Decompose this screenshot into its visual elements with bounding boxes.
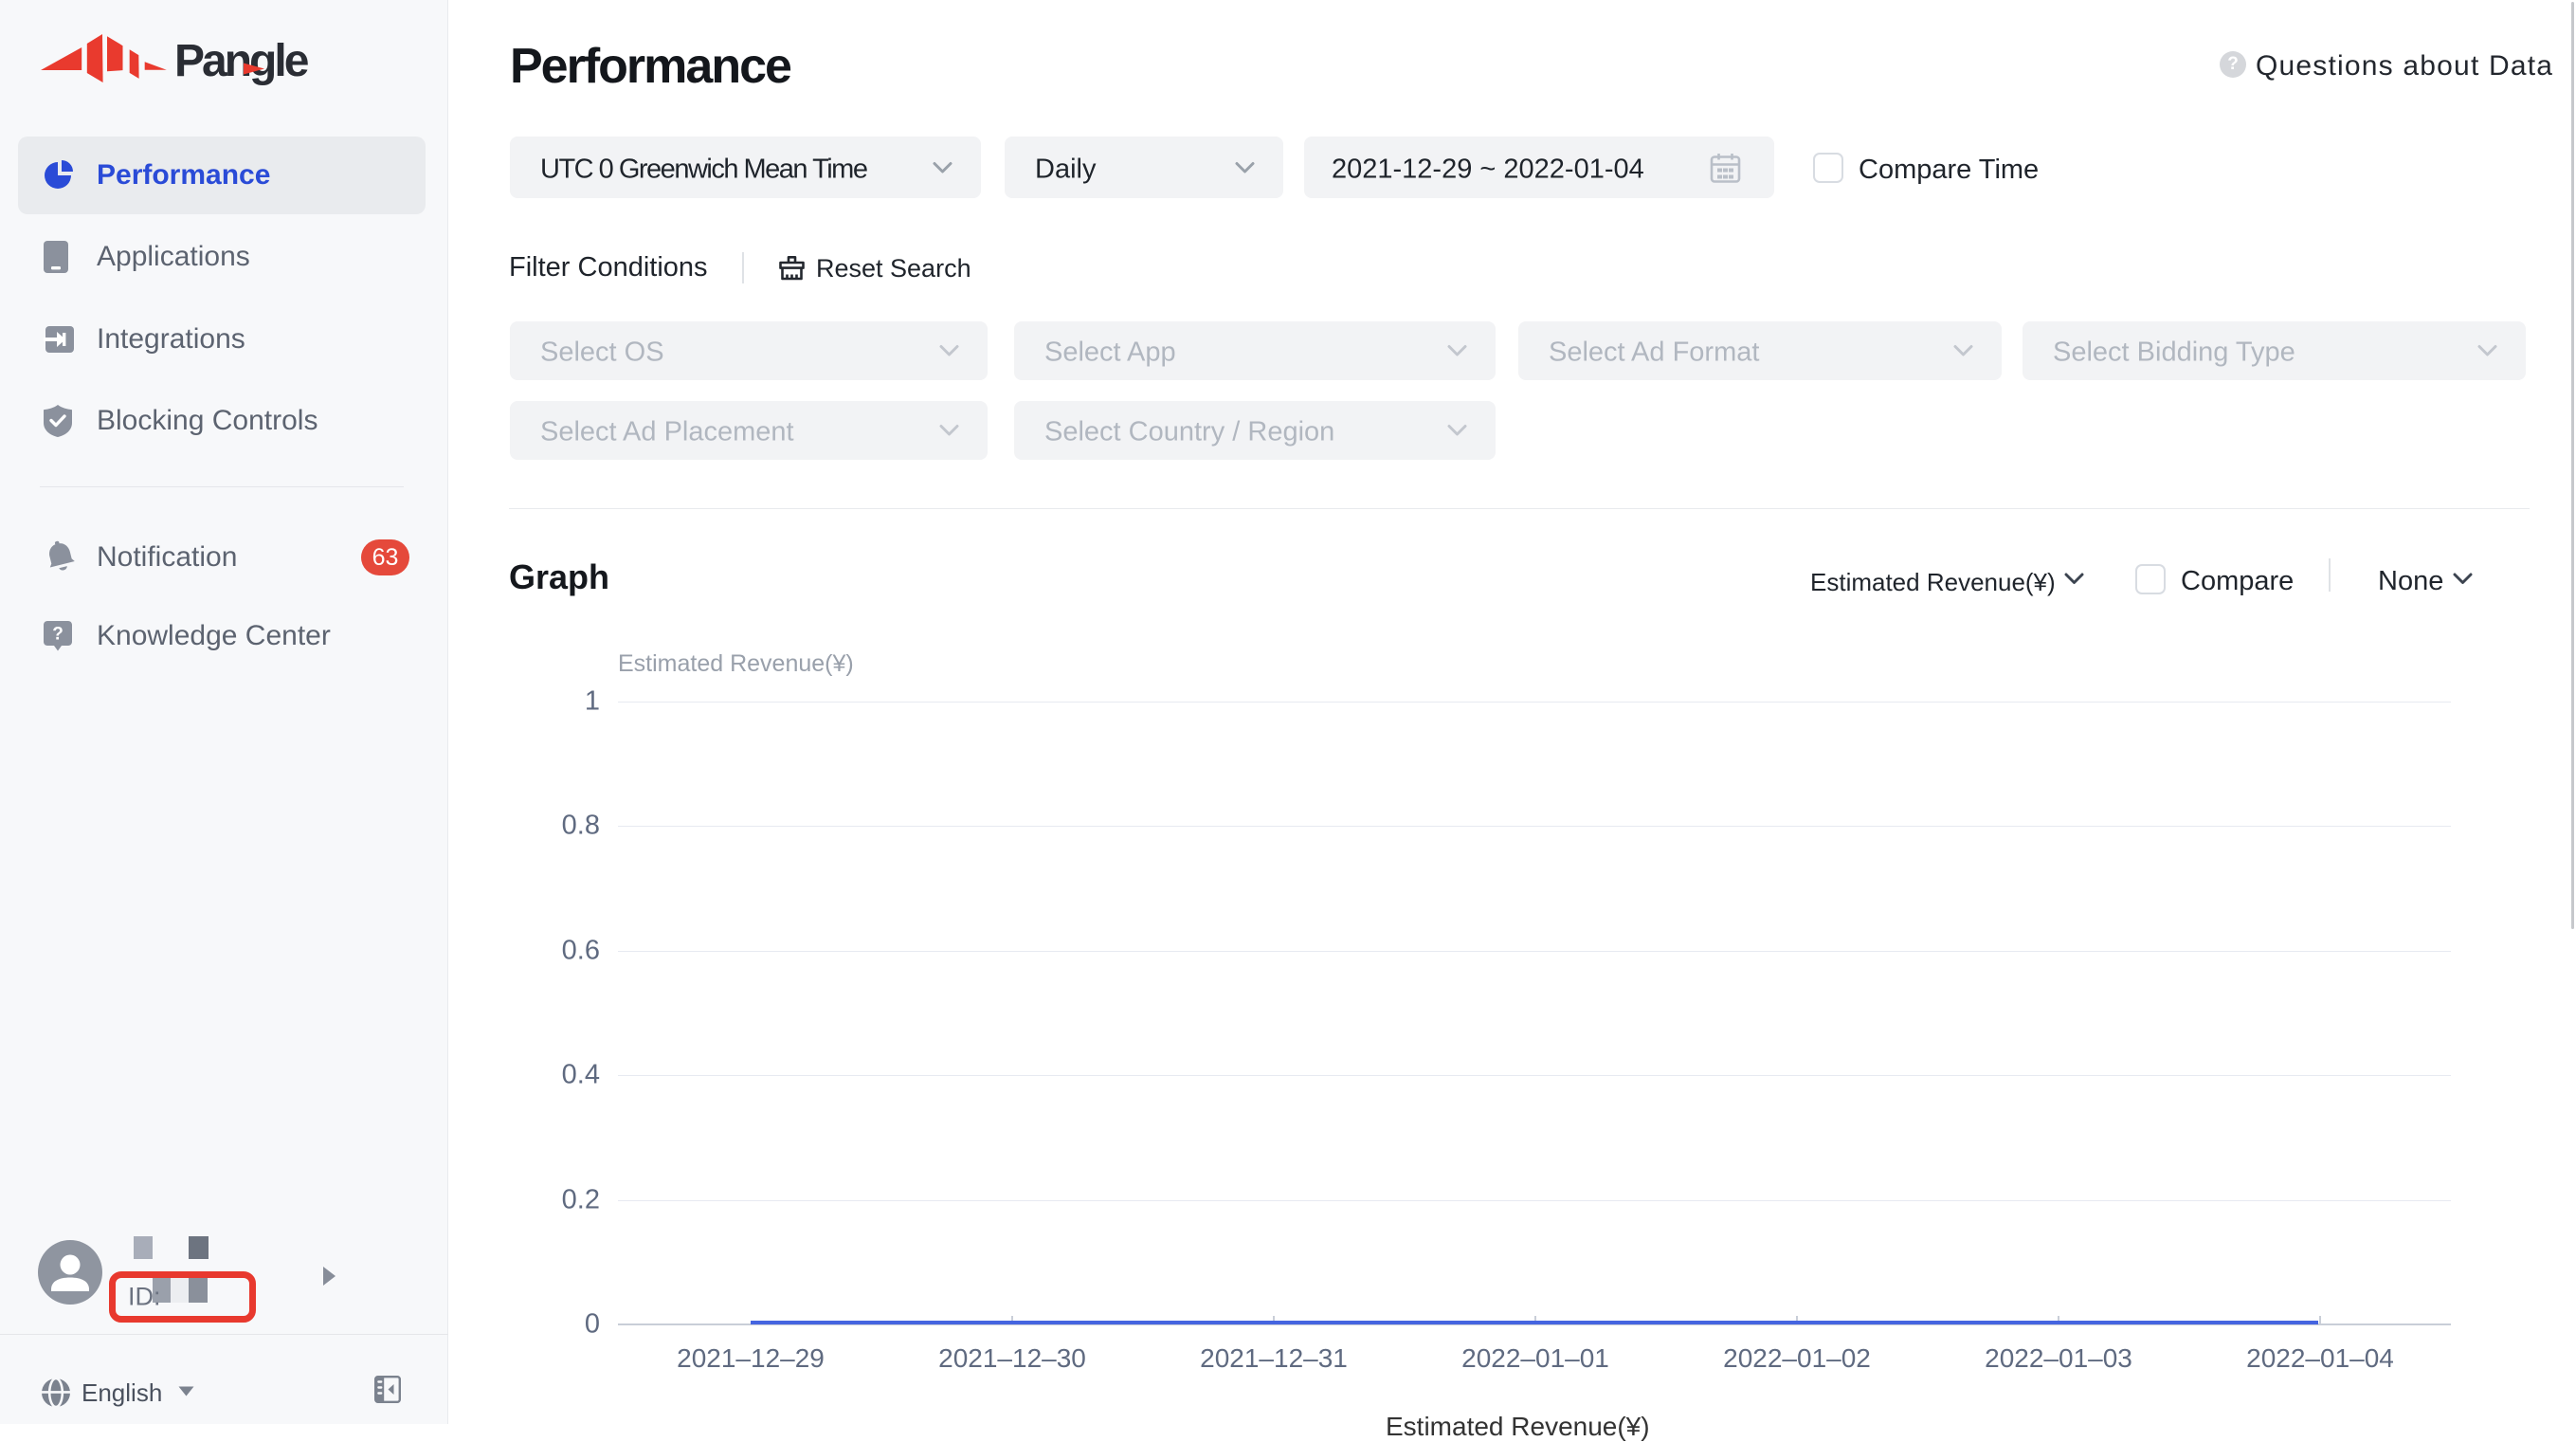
svg-text:?: ? xyxy=(52,625,63,645)
svg-text:Pangle: Pangle xyxy=(174,36,309,86)
